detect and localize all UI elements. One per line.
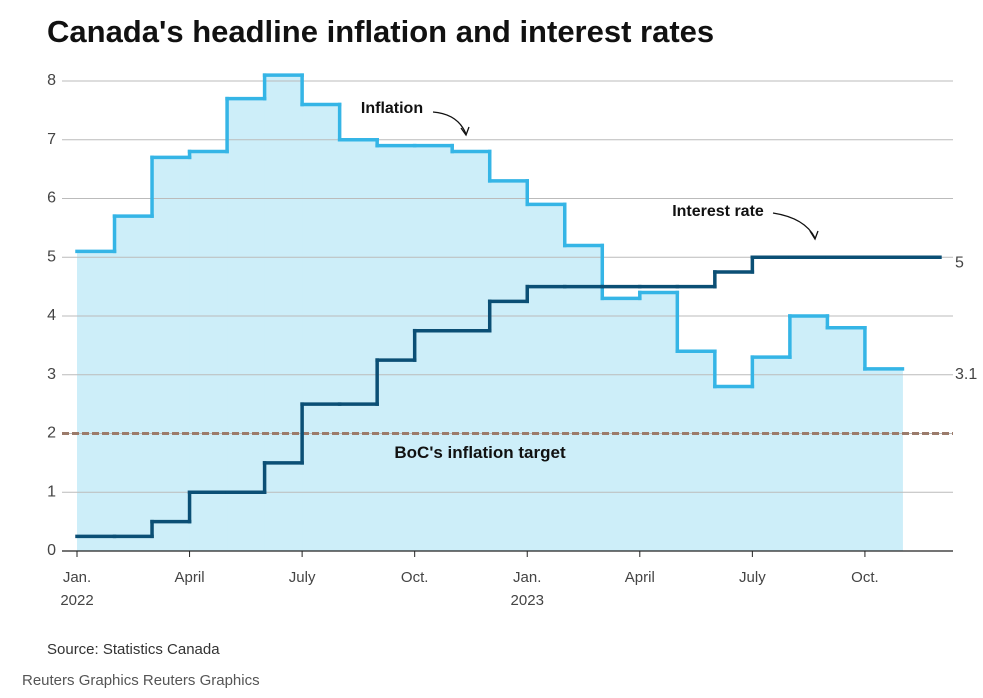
x-tick-label: Jan. 2023 [511, 569, 544, 609]
arrow [772, 212, 816, 239]
area [602, 298, 641, 551]
area [639, 292, 678, 551]
credit: Reuters Graphics Reuters Graphics [22, 672, 260, 689]
series-label: Inflation [361, 100, 423, 117]
area [264, 75, 303, 551]
y-tick-label: 5 [47, 248, 56, 265]
area [452, 151, 491, 551]
arrow [432, 111, 467, 135]
area [714, 386, 753, 551]
y-tick-label: 3 [47, 366, 56, 383]
y-tick-label: 2 [47, 425, 56, 442]
x-tick-label: July [289, 569, 316, 586]
y-tick-label: 4 [47, 307, 56, 324]
end-label: 5 [955, 254, 964, 271]
x-tick-label: April [175, 569, 205, 586]
area [114, 216, 153, 551]
area [677, 351, 716, 551]
x-tick-label: Jan. 2022 [60, 569, 93, 609]
area [564, 245, 603, 551]
area [227, 98, 266, 551]
y-tick-label: 7 [47, 131, 56, 148]
y-tick-label: 8 [47, 72, 56, 89]
series-label: Interest rate [672, 203, 764, 220]
area [377, 145, 416, 551]
y-tick-label: 1 [47, 483, 56, 500]
area [302, 104, 341, 551]
area [414, 145, 453, 551]
area [864, 368, 903, 551]
area [339, 139, 378, 551]
arrow-head [460, 126, 470, 137]
area [752, 357, 791, 551]
y-tick-label: 6 [47, 190, 56, 207]
end-label: 3.1 [955, 366, 977, 383]
chart-title: Canada's headline inflation and interest… [47, 14, 714, 49]
area [489, 180, 528, 551]
area [77, 251, 116, 551]
area [189, 151, 228, 551]
x-tick-label: Oct. [851, 569, 879, 586]
area [827, 327, 866, 551]
target-label: BoC's inflation target [394, 443, 566, 462]
area [527, 204, 566, 551]
arrow-head [809, 230, 819, 241]
x-tick-label: Oct. [401, 569, 429, 586]
source: Source: Statistics Canada [47, 641, 220, 658]
x-tick-label: July [739, 569, 766, 586]
area [152, 157, 191, 551]
y-tick-label: 0 [47, 542, 56, 559]
x-tick-label: April [625, 569, 655, 586]
